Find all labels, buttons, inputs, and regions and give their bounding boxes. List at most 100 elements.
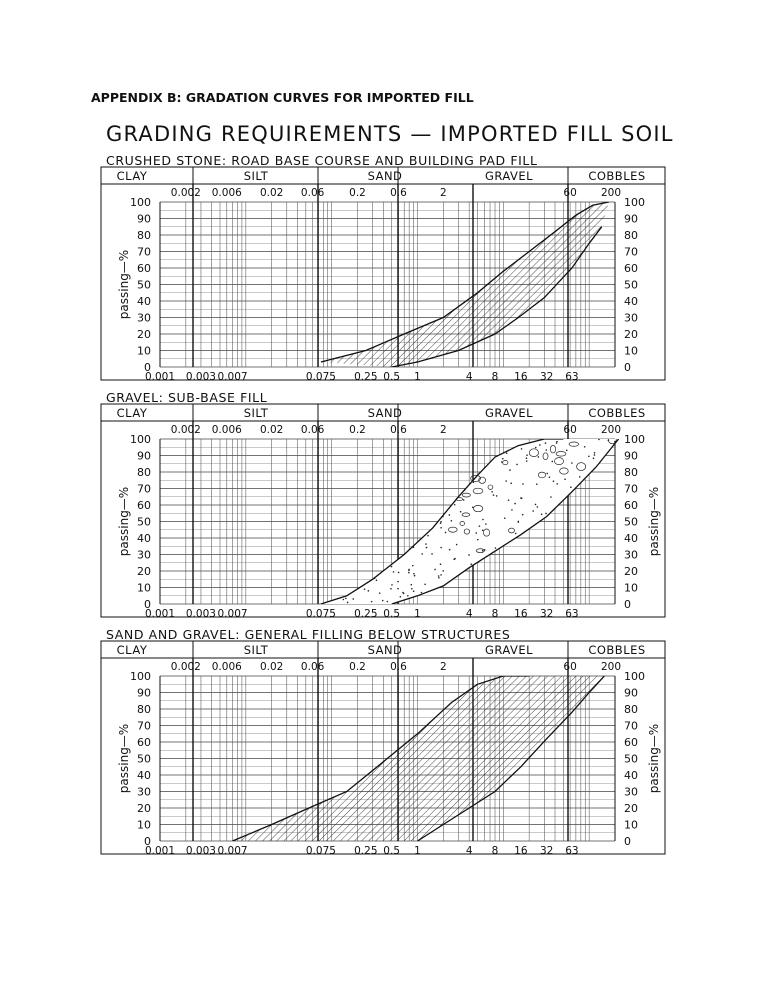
- top-tick-label: 0.2: [349, 187, 366, 199]
- sand-particle: [570, 486, 572, 489]
- bottom-tick-label: 4: [466, 845, 473, 857]
- envelope-fill: [320, 202, 609, 367]
- top-tick-label: 0.006: [212, 661, 242, 673]
- bottom-tick-label: 8: [492, 845, 499, 857]
- bottom-tick-label: 0.001: [145, 845, 175, 857]
- top-tick-label: 0.02: [260, 187, 283, 199]
- y-tick-label-left: 90: [137, 213, 151, 226]
- sand-particle: [510, 482, 512, 485]
- sand-particle: [440, 546, 442, 549]
- sand-particle: [386, 600, 389, 603]
- y-tick-label-left: 90: [137, 687, 151, 700]
- y-tick-label-right: 70: [624, 483, 638, 496]
- y-tick-label-left: 40: [137, 769, 151, 782]
- top-tick-label: 0.06: [301, 661, 325, 673]
- sand-particle: [346, 601, 349, 604]
- sand-particle: [588, 455, 590, 458]
- top-tick-label: 0.06: [301, 187, 325, 199]
- bottom-tick-label: 0.075: [306, 845, 336, 857]
- y-tick-label-right: 90: [624, 450, 638, 463]
- sand-particle: [438, 576, 440, 579]
- bottom-tick-label: 8: [492, 608, 499, 620]
- bottom-tick-label: 0.007: [218, 845, 248, 857]
- sand-particle: [495, 495, 498, 497]
- sand-particle: [578, 476, 581, 478]
- sand-particle: [342, 598, 345, 601]
- y-tick-label-right: 80: [624, 466, 638, 479]
- y-tick-label-right: 90: [624, 687, 638, 700]
- sand-particle: [540, 513, 543, 516]
- sand-particle: [392, 571, 395, 573]
- gravel-particle: [508, 527, 515, 534]
- sand-particle: [410, 583, 413, 586]
- sand-particle: [525, 460, 528, 462]
- envelope-fill: [320, 439, 619, 604]
- bottom-tick-label: 0.007: [218, 371, 248, 383]
- gravel-particle: [568, 441, 579, 447]
- sand-particle: [548, 476, 551, 478]
- gravel-particle: [528, 448, 539, 457]
- sand-particle: [509, 469, 511, 471]
- sand-particle: [411, 587, 413, 590]
- sand-particle: [440, 520, 442, 523]
- sand-particle: [494, 547, 497, 549]
- gravel-particle: [559, 467, 569, 475]
- sand-particle: [448, 514, 451, 516]
- sand-particle: [471, 506, 474, 509]
- sand-particle: [583, 445, 586, 448]
- sand-particle: [391, 584, 393, 586]
- sand-particle: [481, 529, 484, 532]
- sand-particle: [381, 599, 384, 602]
- bottom-tick-label: 32: [540, 608, 553, 620]
- bottom-tick-label: 0.001: [145, 608, 175, 620]
- sand-particle: [470, 563, 473, 565]
- y-tick-label-left: 70: [137, 246, 151, 259]
- top-tick-label: 0.06: [301, 424, 325, 436]
- sand-particle: [534, 503, 537, 506]
- y-tick-label-right: 50: [624, 753, 638, 766]
- sand-particle: [448, 548, 451, 551]
- sand-particle: [501, 457, 504, 460]
- y-tick-label-left: 80: [137, 229, 151, 242]
- y-tick-label-left: 80: [137, 703, 151, 716]
- sand-particle: [413, 574, 416, 577]
- sand-particle: [408, 569, 410, 572]
- y-tick-label-right: 80: [624, 229, 638, 242]
- sand-particle: [525, 457, 528, 460]
- top-tick-label: 0.6: [390, 424, 407, 436]
- sand-particle: [442, 570, 445, 572]
- gravel-particle: [448, 526, 458, 533]
- top-tick-label: 0.006: [212, 424, 242, 436]
- sand-particle: [402, 592, 405, 595]
- sand-particle: [522, 483, 524, 485]
- sand-particle: [453, 558, 455, 561]
- y-tick-label-left: 0: [144, 598, 151, 611]
- y-tick-label-left: 90: [137, 450, 151, 463]
- y-axis-label-right: passing—%: [647, 487, 661, 556]
- gravel-particle: [537, 471, 547, 479]
- sand-particle: [592, 457, 595, 460]
- sand-particle: [517, 521, 520, 523]
- gravel-particle: [555, 451, 567, 457]
- top-tick-label: 0.6: [390, 661, 407, 673]
- envelope-band: [320, 202, 610, 367]
- sand-particle: [481, 549, 484, 552]
- sand-particle: [482, 518, 484, 521]
- top-tick-label: 0.6: [390, 187, 407, 199]
- sand-particle: [532, 510, 534, 512]
- panel-title-sand-gravel: SAND AND GRAVEL: GENERAL FILLING BELOW S…: [106, 627, 511, 642]
- y-tick-label-left: 60: [137, 736, 151, 749]
- sand-particle: [507, 499, 510, 501]
- top-tick-label: 2: [440, 661, 447, 673]
- page-heading: APPENDIX B: GRADATION CURVES FOR IMPORTE…: [91, 90, 474, 105]
- sand-particle: [397, 587, 399, 590]
- sand-particle: [407, 594, 409, 597]
- y-tick-label-left: 50: [137, 279, 151, 292]
- y-tick-label-right: 50: [624, 516, 638, 529]
- sand-particle: [412, 564, 414, 567]
- envelope-upper-limit: [232, 676, 530, 841]
- gravel-particle: [478, 476, 486, 484]
- sand-particle: [514, 502, 516, 505]
- bottom-tick-label: 63: [565, 845, 578, 857]
- y-tick-label-left: 20: [137, 328, 151, 341]
